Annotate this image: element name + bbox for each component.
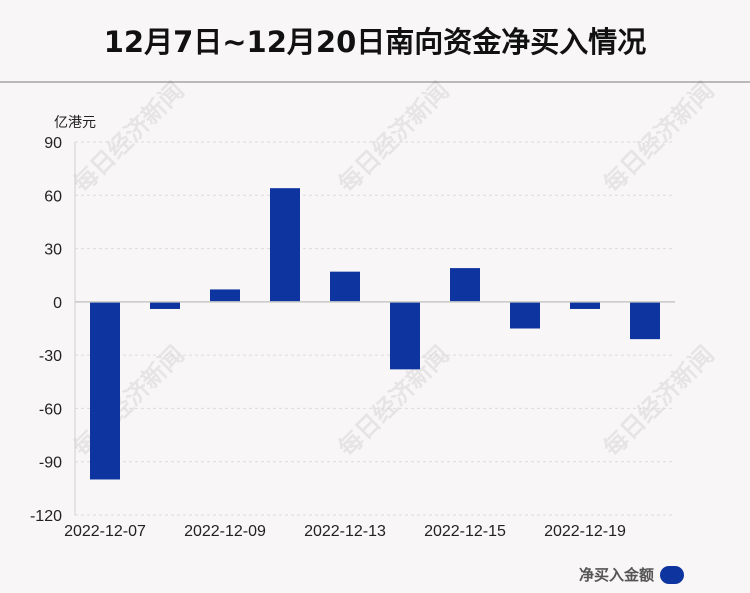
y-tick-label: 30 [44,242,62,259]
bar [390,301,420,370]
chart-title: 12月7日~12月20日南向资金净买入情况 [103,25,647,59]
x-tick-label: 2022-12-15 [424,523,506,540]
bar [450,268,480,302]
y-tick-label: 90 [44,135,62,152]
bar [210,289,240,302]
bar [330,271,360,302]
x-tick-label: 2022-12-09 [184,523,266,540]
bar [570,301,600,309]
y-tick-label: -120 [30,508,62,525]
bar [630,301,660,340]
y-tick-label: -90 [39,455,62,472]
legend: 净买入金额 [579,564,684,585]
y-tick-label: -60 [39,401,62,418]
legend-label: 净买入金额 [578,566,654,584]
y-tick-label: 60 [44,188,62,205]
legend-swatch [660,565,684,584]
y-axis-unit: 亿港元 [54,115,96,131]
bar [90,301,120,480]
x-tick-label: 2022-12-19 [544,523,626,540]
bar [150,301,180,309]
x-tick-label: 2022-12-13 [304,523,386,540]
bar [270,188,300,302]
title-divider [0,81,750,83]
y-tick-label: 0 [53,295,62,312]
y-tick-label: -30 [39,348,62,365]
x-tick-label: 2022-12-07 [64,523,146,540]
bar [510,301,540,329]
